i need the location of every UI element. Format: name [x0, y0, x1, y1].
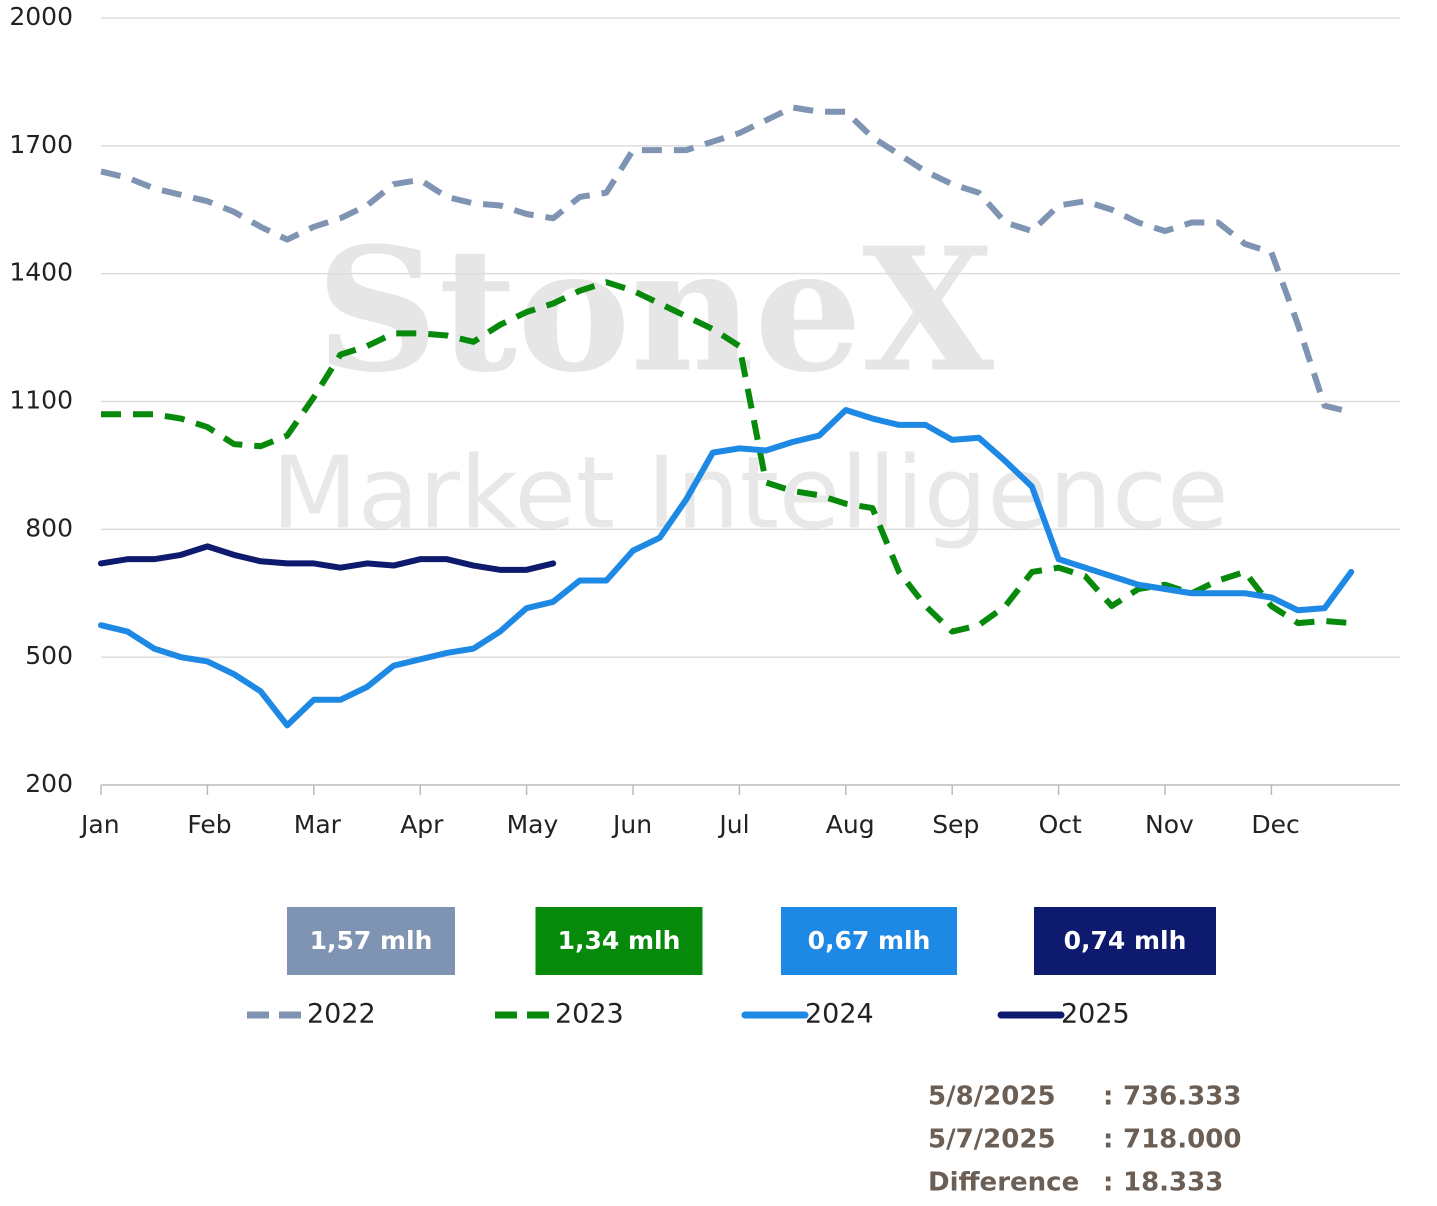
watermark: Market Intelligence: [271, 434, 1228, 551]
y-tick-label: 200: [25, 769, 73, 798]
value-box: [287, 907, 455, 975]
value-box: [1034, 907, 1216, 975]
summary-text: 718.000: [1123, 1125, 1241, 1155]
x-tick-label: Jan: [79, 810, 120, 839]
watermark: StoneX: [316, 211, 994, 411]
y-tick-label: 2000: [9, 2, 73, 31]
legend-label: 2025: [1061, 999, 1130, 1030]
line-series: [98, 543, 557, 573]
value-box-label: 1,34 mlh: [558, 926, 681, 955]
summary-text: :: [1103, 1125, 1113, 1155]
summary-text: 5/8/2025: [928, 1082, 1056, 1112]
value-box-label: 1,57 mlh: [310, 926, 433, 955]
value-box: [535, 907, 703, 975]
value-box-label: 0,67 mlh: [808, 926, 931, 955]
x-tick-label: Apr: [400, 810, 444, 839]
x-tick-label: Jun: [611, 810, 652, 839]
x-tick-label: May: [507, 810, 559, 839]
y-tick-label: 1100: [9, 386, 73, 415]
y-tick-label: 500: [25, 641, 73, 670]
summary-text: 18.333: [1123, 1168, 1223, 1198]
y-tick-label: 800: [25, 513, 73, 542]
summary-text: 5/7/2025: [928, 1125, 1056, 1155]
summary-text: Difference: [928, 1168, 1079, 1198]
x-tick-label: Sep: [932, 810, 979, 839]
y-tick-label: 1400: [9, 258, 73, 287]
x-tick-label: Nov: [1145, 810, 1194, 839]
x-tick-label: Feb: [187, 810, 231, 839]
legend-label: 2024: [805, 999, 874, 1030]
x-tick-label: Jul: [717, 810, 749, 839]
x-tick-label: Aug: [826, 810, 875, 839]
x-tick-label: Dec: [1251, 810, 1299, 839]
value-box: [781, 907, 957, 975]
summary-text: :: [1103, 1168, 1113, 1198]
value-box-label: 0,74 mlh: [1064, 926, 1187, 955]
y-tick-label: 1700: [9, 130, 73, 159]
legend-label: 2022: [307, 999, 376, 1030]
summary-text: :: [1103, 1082, 1113, 1112]
x-tick-label: Oct: [1039, 810, 1082, 839]
x-tick-label: Mar: [294, 810, 342, 839]
legend-label: 2023: [555, 999, 624, 1030]
line-series: [98, 407, 1355, 729]
summary-text: 736.333: [1123, 1082, 1241, 1112]
